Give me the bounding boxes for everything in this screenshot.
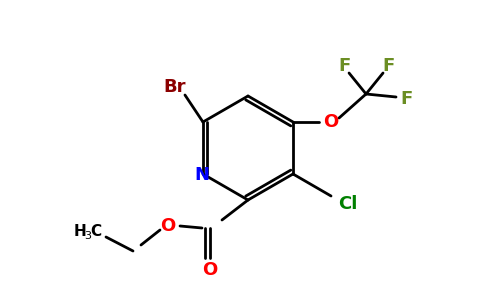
- Text: N: N: [195, 166, 210, 184]
- Text: O: O: [323, 113, 339, 131]
- Text: F: F: [338, 57, 350, 75]
- Text: F: F: [400, 90, 412, 108]
- Text: Br: Br: [164, 78, 186, 96]
- Text: F: F: [382, 57, 394, 75]
- Text: 3: 3: [85, 231, 91, 241]
- Text: H: H: [74, 224, 86, 238]
- Text: C: C: [91, 224, 102, 238]
- Text: O: O: [202, 261, 218, 279]
- Text: O: O: [160, 217, 176, 235]
- Text: Cl: Cl: [338, 195, 358, 213]
